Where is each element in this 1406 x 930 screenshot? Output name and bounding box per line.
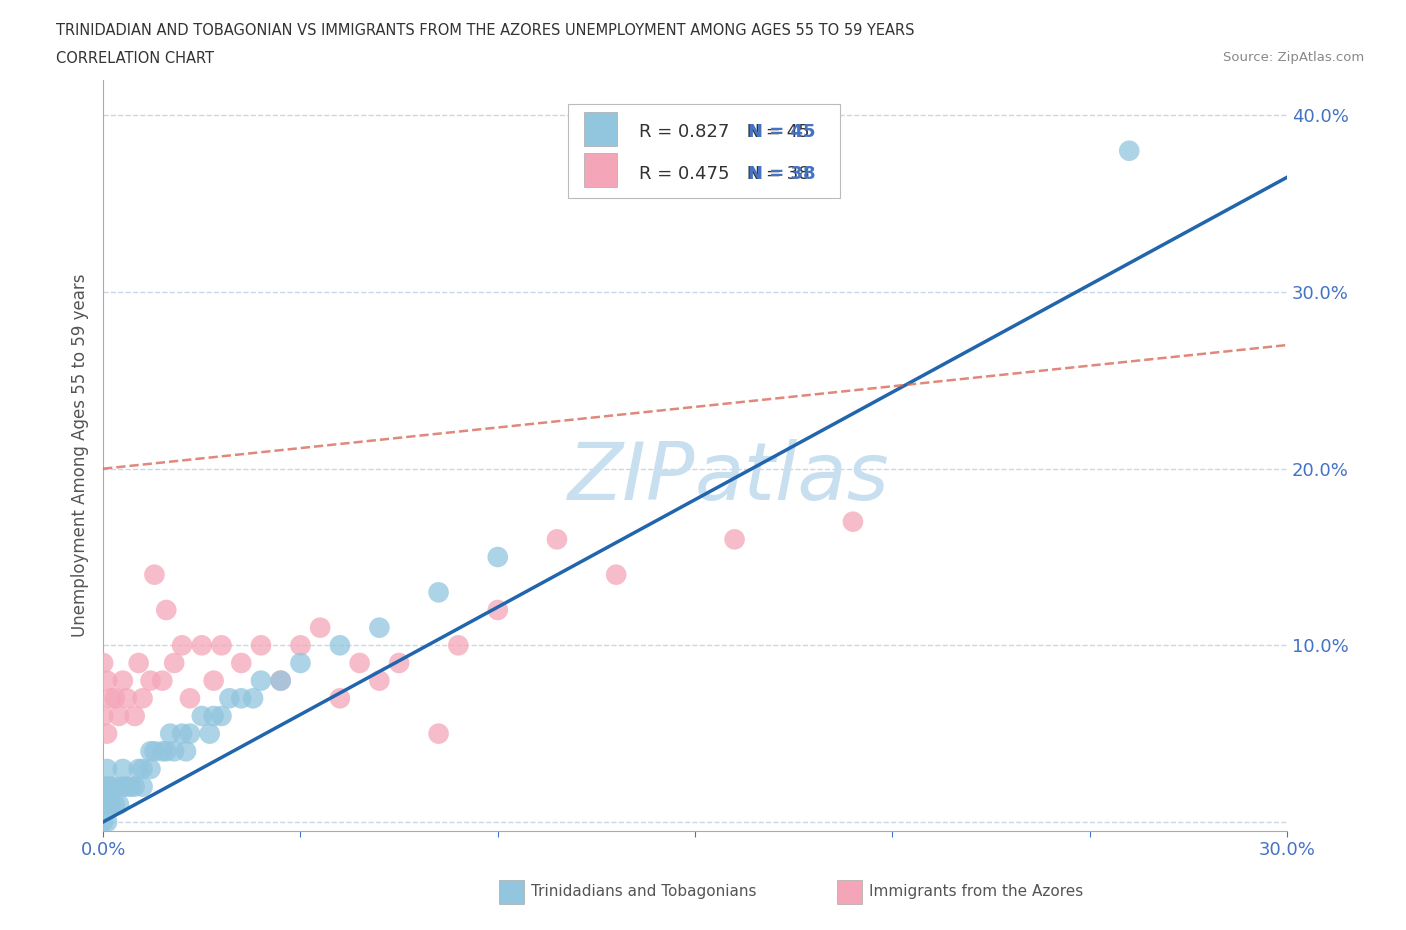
Text: CORRELATION CHART: CORRELATION CHART — [56, 51, 214, 66]
Text: N = 45: N = 45 — [748, 123, 815, 140]
Point — [91, 656, 114, 671]
Point — [159, 726, 181, 741]
Point — [96, 797, 118, 812]
Point — [155, 603, 177, 618]
Point — [100, 779, 122, 794]
Point — [128, 762, 150, 777]
Point — [250, 638, 273, 653]
Point — [427, 726, 450, 741]
Point — [368, 620, 391, 635]
Point — [91, 709, 114, 724]
Point — [202, 673, 225, 688]
Point — [198, 726, 221, 741]
Point — [131, 779, 153, 794]
Point — [115, 779, 138, 794]
Point — [368, 673, 391, 688]
Point — [546, 532, 568, 547]
Point — [96, 762, 118, 777]
Point — [111, 762, 134, 777]
Point — [124, 709, 146, 724]
Point — [1118, 143, 1140, 158]
Point — [155, 744, 177, 759]
Text: N = 38: N = 38 — [748, 165, 815, 183]
Point — [191, 638, 214, 653]
Point — [108, 709, 131, 724]
Text: R = 0.475   N = 38: R = 0.475 N = 38 — [638, 165, 810, 183]
Point — [108, 797, 131, 812]
Point — [163, 744, 186, 759]
Point — [211, 638, 233, 653]
Point — [388, 656, 411, 671]
Point — [170, 726, 193, 741]
Point — [139, 744, 162, 759]
Point — [270, 673, 292, 688]
Point — [124, 779, 146, 794]
Point — [128, 656, 150, 671]
Text: Source: ZipAtlas.com: Source: ZipAtlas.com — [1223, 51, 1364, 64]
Point — [111, 779, 134, 794]
Point — [290, 638, 312, 653]
Point — [139, 673, 162, 688]
Point — [842, 514, 865, 529]
Point — [150, 744, 173, 759]
Point — [91, 779, 114, 794]
Point — [486, 603, 509, 618]
Point — [139, 762, 162, 777]
Point — [202, 709, 225, 724]
Point — [111, 673, 134, 688]
Text: TRINIDADIAN AND TOBAGONIAN VS IMMIGRANTS FROM THE AZORES UNEMPLOYMENT AMONG AGES: TRINIDADIAN AND TOBAGONIAN VS IMMIGRANTS… — [56, 23, 915, 38]
Point — [120, 779, 142, 794]
Y-axis label: Unemployment Among Ages 55 to 59 years: Unemployment Among Ages 55 to 59 years — [72, 273, 89, 637]
Text: Trinidadians and Tobagonians: Trinidadians and Tobagonians — [531, 884, 756, 899]
Point — [174, 744, 197, 759]
Point — [131, 762, 153, 777]
Point — [131, 691, 153, 706]
Point — [150, 673, 173, 688]
Point — [447, 638, 470, 653]
Point — [100, 691, 122, 706]
Point — [231, 691, 253, 706]
Text: R = 0.827   N = 45: R = 0.827 N = 45 — [638, 123, 810, 140]
Point — [218, 691, 240, 706]
Point — [100, 797, 122, 812]
Point — [242, 691, 264, 706]
Point — [211, 709, 233, 724]
Text: ZIP: ZIP — [568, 439, 695, 517]
Point — [96, 815, 118, 830]
Point — [104, 691, 127, 706]
Point — [270, 673, 292, 688]
Point — [250, 673, 273, 688]
Text: Immigrants from the Azores: Immigrants from the Azores — [869, 884, 1083, 899]
Point — [143, 567, 166, 582]
Point — [605, 567, 627, 582]
Point — [723, 532, 745, 547]
Point — [231, 656, 253, 671]
Point — [179, 726, 201, 741]
Point — [96, 779, 118, 794]
Point — [143, 744, 166, 759]
Point — [191, 709, 214, 724]
Point — [290, 656, 312, 671]
Point — [104, 779, 127, 794]
Point — [329, 638, 352, 653]
Point — [91, 815, 114, 830]
Point — [427, 585, 450, 600]
Text: atlas: atlas — [695, 439, 890, 517]
Point — [349, 656, 371, 671]
Point — [96, 726, 118, 741]
Point — [104, 797, 127, 812]
Point — [486, 550, 509, 565]
Point — [115, 691, 138, 706]
Point — [309, 620, 332, 635]
Point — [96, 673, 118, 688]
Point — [91, 797, 114, 812]
Point — [329, 691, 352, 706]
Point — [170, 638, 193, 653]
Point — [179, 691, 201, 706]
Point — [163, 656, 186, 671]
